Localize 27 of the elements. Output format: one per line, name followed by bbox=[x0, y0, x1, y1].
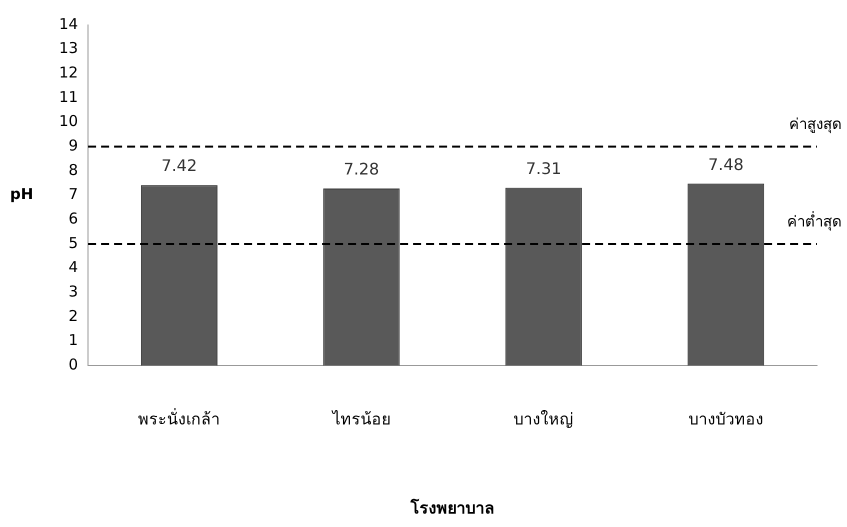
y-tick-label: 4 bbox=[68, 258, 78, 276]
y-tick-label: 3 bbox=[68, 282, 78, 301]
y-tick-label: 11 bbox=[58, 88, 78, 106]
data-label: 7.28 bbox=[344, 160, 380, 179]
x-tick-label: พระนั่งเกล้า bbox=[138, 407, 220, 428]
y-tick-label: 12 bbox=[58, 64, 78, 82]
x-axis-title: โรงพยาบาล bbox=[410, 498, 495, 518]
y-tick-label: 0 bbox=[68, 355, 78, 374]
x-tick-label: บางบัวทอง bbox=[688, 409, 764, 428]
y-tick-label: 14 bbox=[58, 14, 78, 33]
data-label: 7.48 bbox=[708, 154, 744, 174]
y-tick-label: 1 bbox=[68, 331, 78, 350]
data-label: 7.31 bbox=[526, 158, 562, 178]
x-tick-label: ไทรน้อย bbox=[330, 409, 390, 428]
y-axis-title: pH bbox=[10, 185, 34, 204]
y-tick-label: 10 bbox=[58, 112, 78, 130]
y-tick-label: 8 bbox=[68, 160, 78, 179]
ref-line-label: ค่าต่ำสุด bbox=[787, 210, 842, 232]
y-tick-label: 9 bbox=[68, 136, 78, 155]
y-tick-label: 5 bbox=[68, 234, 78, 252]
data-label: 7.42 bbox=[161, 156, 198, 176]
y-tick-label: 2 bbox=[68, 306, 78, 325]
y-tick-label: 6 bbox=[68, 210, 78, 228]
x-tick-label: บางใหญ่ bbox=[514, 409, 574, 428]
y-tick-label: 7 bbox=[68, 185, 78, 204]
y-tick-label: 13 bbox=[58, 39, 78, 58]
ref-line-label: ค่าสูงสุด bbox=[789, 115, 842, 134]
